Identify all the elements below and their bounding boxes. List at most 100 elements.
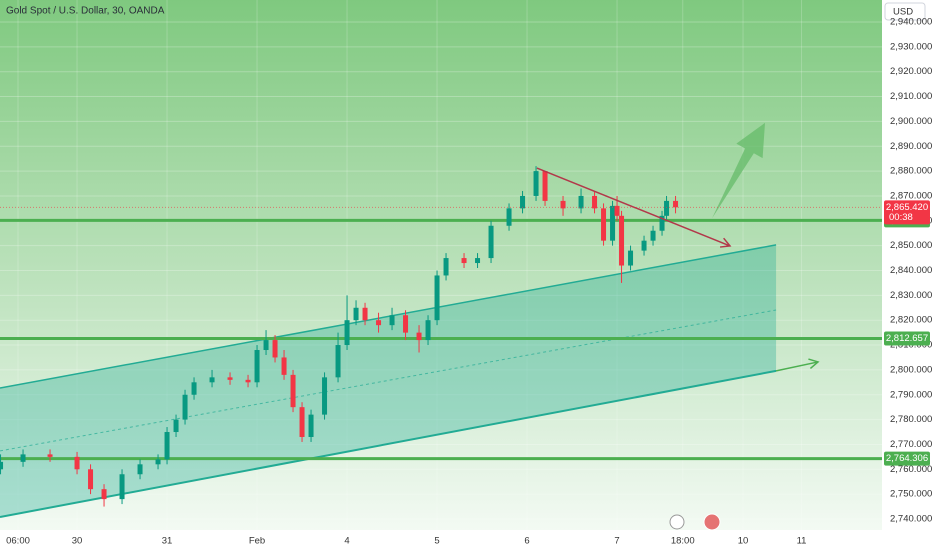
x-tick-label: 11 [797, 536, 807, 547]
y-tick-label: 2,870.000 [890, 190, 932, 201]
level-label: 2,812.657 [886, 333, 928, 344]
candle-body [533, 171, 539, 196]
y-tick-label: 2,830.000 [890, 290, 932, 301]
candle-body [308, 414, 314, 437]
candle-body [119, 474, 125, 500]
candle-body [254, 350, 260, 383]
y-tick-label: 2,750.000 [890, 489, 932, 500]
candle-body [664, 200, 670, 216]
candle-body [650, 230, 656, 241]
y-tick-label: 2,790.000 [890, 389, 932, 400]
candle-body [443, 258, 449, 276]
flag-icon[interactable] [703, 513, 721, 531]
candle-body [628, 250, 634, 266]
candle-body [20, 454, 26, 462]
candle-body [322, 377, 328, 415]
candle-body [461, 258, 467, 264]
channel-fill [0, 244, 777, 518]
candle-body [272, 340, 278, 358]
trendline-arrowhead [719, 237, 732, 248]
y-tick-label: 2,840.000 [890, 265, 932, 276]
time-axis-background [0, 530, 882, 550]
candle-body [191, 382, 197, 395]
candle-body [403, 315, 409, 333]
candle-body [560, 200, 566, 209]
x-tick-label: 31 [162, 536, 173, 547]
x-tick-label: Feb [249, 536, 265, 547]
candle-body [659, 215, 665, 231]
candle-body [376, 320, 382, 326]
candle-body [673, 200, 679, 208]
candle-body [592, 195, 598, 209]
x-tick-label: 7 [614, 536, 619, 547]
currency-label[interactable]: USD [893, 7, 913, 18]
candle-body [182, 394, 188, 420]
candle-body [619, 215, 625, 266]
candle-body [425, 320, 431, 341]
candle-body [434, 275, 440, 321]
candle-body [610, 205, 616, 241]
candle-body [614, 205, 620, 216]
candle-body [245, 379, 251, 383]
candle-body [362, 307, 368, 321]
chart-title: Gold Spot / U.S. Dollar, 30, OANDA [6, 6, 165, 17]
x-tick-label: 10 [738, 536, 749, 547]
level-label: 2,764.306 [886, 453, 928, 464]
channel-upper [0, 244, 777, 389]
candle-body [0, 461, 4, 470]
candle-body [101, 489, 107, 500]
candle-body [416, 332, 422, 341]
candle-body [475, 258, 481, 264]
level-label-box [884, 451, 930, 466]
candle-body [520, 195, 526, 209]
candle-body [74, 456, 80, 470]
y-tick-label: 2,890.000 [890, 141, 932, 152]
x-tick-label: 06:00 [6, 536, 30, 547]
level-label-box [884, 331, 930, 346]
x-tick-label: 6 [524, 536, 529, 547]
candle-body [335, 345, 341, 378]
candle-body [578, 195, 584, 209]
plot-background [0, 0, 882, 530]
candle-body [209, 377, 215, 383]
candle-body [173, 419, 179, 433]
currency-button[interactable] [884, 2, 926, 21]
target-arrow [712, 122, 765, 219]
candle-body [506, 208, 512, 226]
last-price-label: 2,865.420 [886, 202, 928, 213]
candle-body [353, 307, 359, 321]
y-tick-label: 2,940.000 [890, 17, 932, 28]
y-tick-label: 2,780.000 [890, 414, 932, 425]
last-price-box [884, 200, 930, 225]
y-tick-label: 2,900.000 [890, 116, 932, 127]
y-tick-label: 2,820.000 [890, 315, 932, 326]
y-tick-label: 2,740.000 [890, 514, 932, 525]
y-tick-label: 2,760.000 [890, 464, 932, 475]
candle-body [601, 208, 607, 241]
x-tick-label: 30 [72, 536, 83, 547]
candle-body [155, 459, 161, 465]
candle-body [641, 240, 647, 251]
candle-body [488, 225, 494, 259]
channel-lower [0, 369, 777, 518]
candle-body [88, 469, 94, 490]
candle-body [227, 377, 233, 380]
y-tick-label: 2,880.000 [890, 166, 932, 177]
event-icon[interactable] [669, 514, 685, 530]
candle-body [137, 464, 143, 475]
x-tick-label: 5 [434, 536, 439, 547]
y-tick-label: 2,930.000 [890, 41, 932, 52]
channel-arrowhead [808, 358, 820, 370]
countdown-label: 00:38 [889, 212, 913, 223]
candle-body [281, 357, 287, 375]
candle-body [47, 454, 53, 457]
layer [0, 122, 882, 518]
y-tick-label: 2,770.000 [890, 439, 932, 450]
channel-arrow [775, 361, 819, 372]
y-tick-label: 2,920.000 [890, 66, 932, 77]
candle-body [344, 320, 350, 346]
candle-body [389, 315, 395, 326]
candle-body [263, 340, 269, 351]
y-tick-label: 2,800.000 [890, 364, 932, 375]
